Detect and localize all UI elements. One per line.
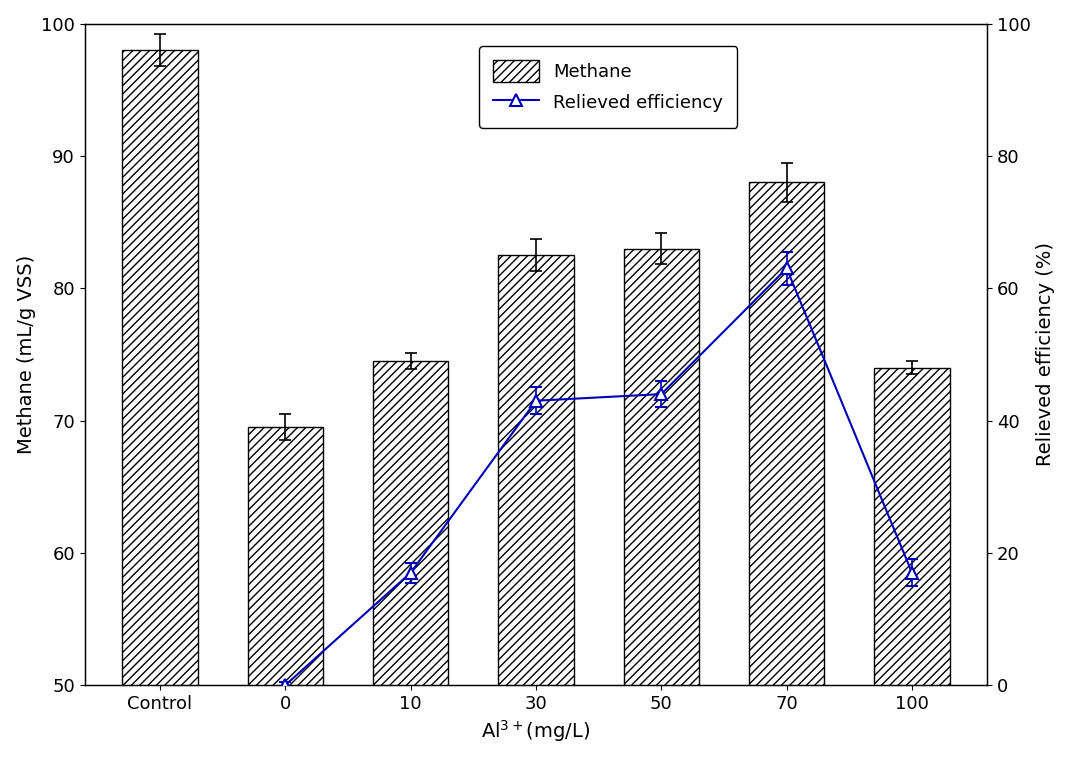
- Y-axis label: Methane (mL/g VSS): Methane (mL/g VSS): [17, 255, 35, 454]
- Bar: [122, 50, 197, 761]
- Bar: [373, 361, 448, 761]
- Bar: [624, 249, 699, 761]
- X-axis label: Al$^{3+}$(mg/L): Al$^{3+}$(mg/L): [481, 718, 591, 744]
- Bar: [248, 427, 323, 761]
- Legend: Methane, Relieved efficiency: Methane, Relieved efficiency: [479, 46, 738, 128]
- Bar: [875, 368, 950, 761]
- Y-axis label: Relieved efficiency (%): Relieved efficiency (%): [1037, 243, 1055, 466]
- Bar: [498, 255, 574, 761]
- Bar: [749, 183, 824, 761]
